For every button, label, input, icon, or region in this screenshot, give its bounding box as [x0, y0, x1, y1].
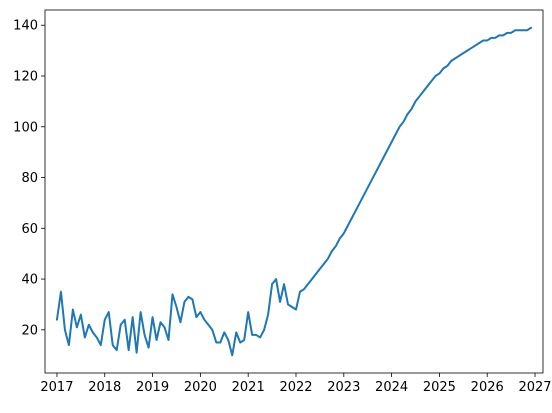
y-tick-label: 80: [21, 171, 38, 186]
x-tick-label: 2024: [375, 380, 408, 395]
x-tick-label: 2022: [279, 380, 312, 395]
y-tick-label: 60: [21, 222, 38, 237]
x-tick-label: 2023: [327, 380, 360, 395]
x-tick-label: 2026: [471, 380, 504, 395]
x-tick-label: 2017: [40, 380, 73, 395]
axes: 2017 2018 2019 2020 2021 2022 2023 2024 2025 2026…: [13, 9, 552, 395]
y-tick-label: 140: [13, 19, 38, 34]
y-tick-label: 100: [13, 120, 38, 135]
x-tick-label: 2020: [184, 380, 217, 395]
y-tick-label: 120: [13, 70, 38, 85]
x-tick-label: 2019: [136, 380, 169, 395]
y-tick-label: 40: [21, 273, 38, 288]
x-tick-label: 2025: [423, 380, 456, 395]
series-line-0: [55, 26, 533, 357]
y-tick-label: 20: [21, 323, 38, 338]
series-layer: [55, 26, 533, 357]
x-tick-label: 2027: [518, 380, 551, 395]
x-tick-label: 2021: [232, 380, 265, 395]
axes-frame: [44, 9, 544, 374]
x-tick-label: 2018: [88, 380, 121, 395]
